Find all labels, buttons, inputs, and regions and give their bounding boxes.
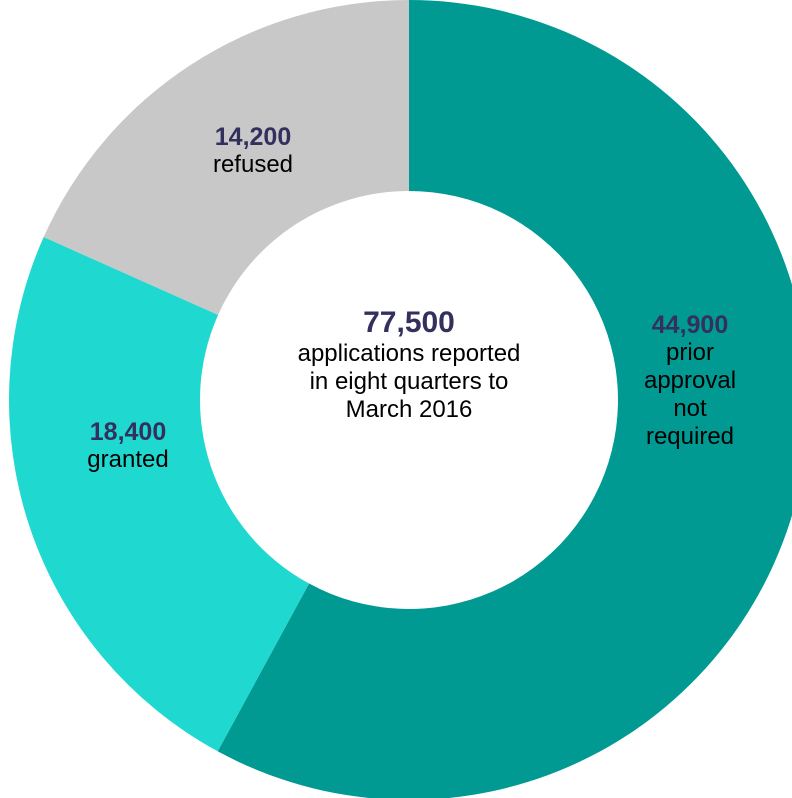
center-label: 77,500 applications reported in eight qu… [294, 306, 524, 424]
value-label: 14,200 [214, 123, 292, 151]
category-label: refused [212, 151, 294, 178]
category-label: granted [87, 446, 169, 473]
category-label: prior approval not required [643, 339, 737, 450]
donut-segment [8, 237, 310, 752]
donut-segment [217, 0, 792, 798]
donut-segment [43, 0, 409, 315]
segment-label: 18,400 granted [58, 418, 198, 474]
segment-label: 44,900 prior approval not required [630, 311, 750, 451]
segment-label: 14,200 refused [183, 123, 323, 179]
value-label: 18,400 [89, 418, 167, 446]
center-total: 77,500 [363, 306, 455, 339]
value-label: 44,900 [651, 311, 729, 339]
center-text: applications reported in eight quarters … [297, 340, 521, 423]
